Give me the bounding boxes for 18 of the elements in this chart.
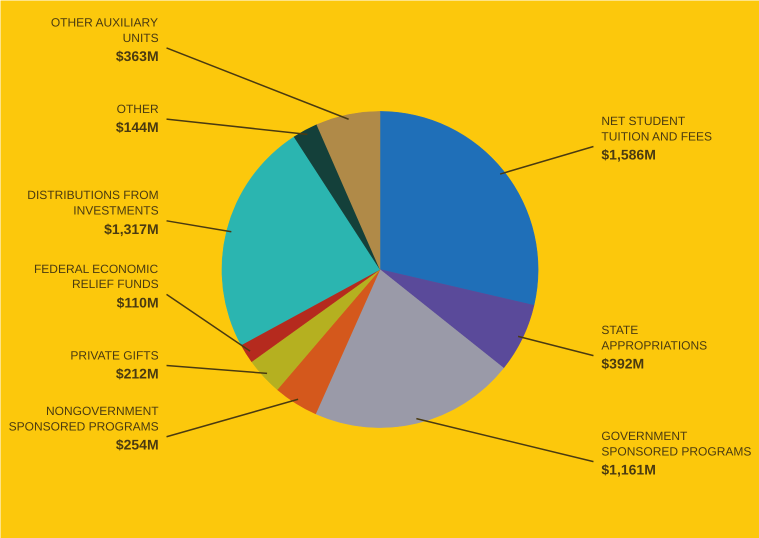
data-label: $254M <box>116 436 159 453</box>
data-label: $1,161M <box>601 462 656 478</box>
slice-label: PRIVATE GIFTS <box>70 348 159 362</box>
data-label: $212M <box>116 366 159 382</box>
data-label: $110M <box>116 294 159 310</box>
slice-label: NET STUDENT TUITION AND FEES <box>601 114 712 144</box>
slice-label: DISTRIBUTIONS FROM INVESTMENTS <box>27 188 159 218</box>
data-label: $1,586M <box>601 146 656 162</box>
data-label: $392M <box>601 356 644 372</box>
slice-label: NONGOVERNMENT SPONSORED PROGRAMS <box>8 404 160 434</box>
data-label: $363M <box>116 48 159 64</box>
slice-label: OTHER <box>116 102 159 116</box>
slice-label: FEDERAL ECONOMIC RELIEF FUNDS <box>34 262 159 292</box>
slice-label: OTHER AUXILIARY UNITS <box>50 15 159 45</box>
slice-label: GOVERNMENT SPONSORED PROGRAMS <box>601 429 752 458</box>
data-label: $1,317M <box>104 220 159 237</box>
slice-label: STATE APPROPRIATIONS <box>601 323 708 352</box>
data-label: $144M <box>116 119 159 136</box>
